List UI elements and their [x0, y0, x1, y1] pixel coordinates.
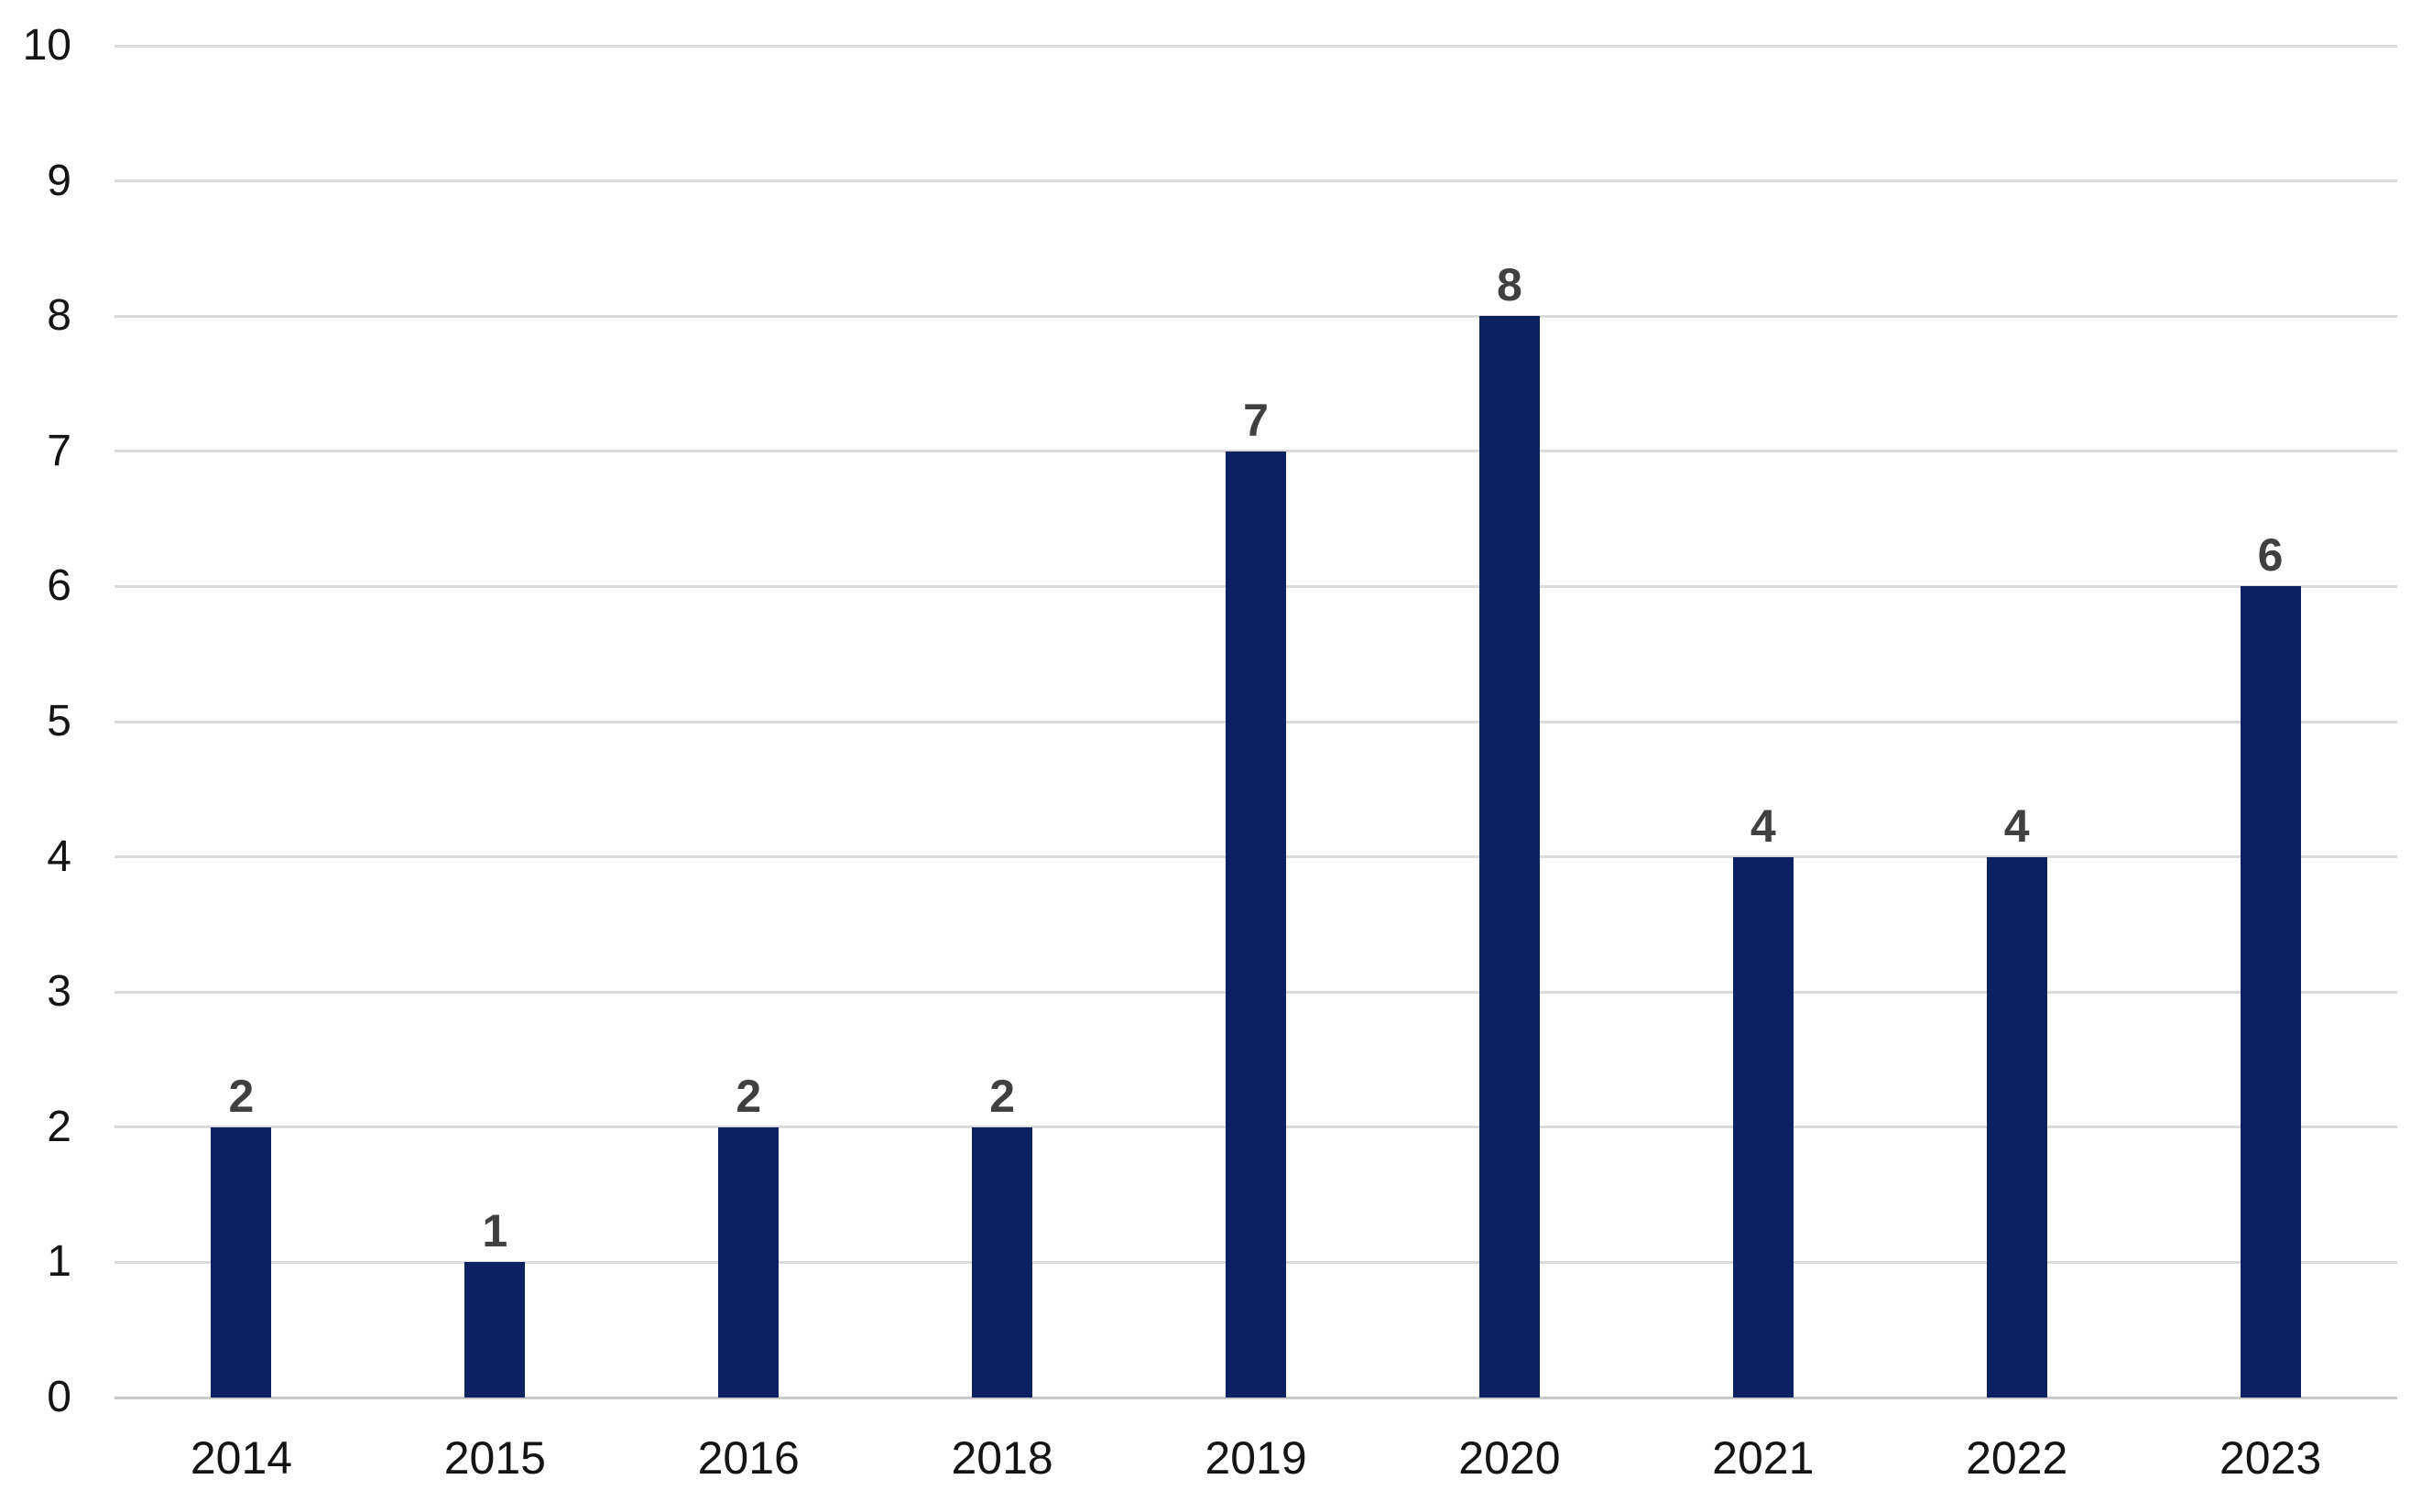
bar-slot-2016: 2: [622, 46, 876, 1398]
bar-value-label: 2: [228, 1070, 255, 1122]
bar-2022: [1986, 856, 2047, 1398]
x-axis-tick-label: 2023: [2219, 1432, 2322, 1484]
bar-2018: [972, 1126, 1033, 1398]
bar-2021: [1732, 856, 1794, 1398]
x-axis-tick-label: 2020: [1458, 1432, 1561, 1484]
bar-value-label: 2: [989, 1070, 1016, 1122]
gridline: [115, 179, 2397, 183]
y-axis-tick-label: 8: [47, 291, 71, 341]
bar-2015: [464, 1262, 526, 1398]
x-axis-tick-label: 2016: [697, 1432, 800, 1484]
bar-slot-2021: 4: [1636, 46, 1890, 1398]
bar-value-label: 8: [1496, 259, 1522, 311]
y-axis-tick-label: 3: [47, 967, 71, 1017]
y-axis-tick-label: 9: [47, 156, 71, 205]
bar-2014: [211, 1126, 272, 1398]
bar-value-label: 7: [1243, 394, 1269, 446]
y-axis-tick-label: 0: [47, 1373, 71, 1421]
y-axis-tick-label: 7: [47, 426, 71, 475]
x-axis-tick-label: 2015: [443, 1432, 546, 1484]
bar-series: 2 1 2 2 7 8 4 4 6: [115, 46, 2397, 1398]
bar-2016: [718, 1126, 780, 1398]
y-axis-tick-label: 6: [47, 561, 71, 611]
bar-slot-2015: 1: [368, 46, 622, 1398]
bar-value-label: 1: [482, 1205, 508, 1257]
bar-2020: [1478, 316, 1540, 1398]
x-axis-tick-label: 2018: [951, 1432, 1053, 1484]
x-axis: 2014 2015 2016 2018 2019 2020 2021 2022 2023: [115, 1429, 2397, 1488]
bar-2023: [2240, 586, 2301, 1398]
bar-value-label: 6: [2257, 529, 2284, 582]
bar-slot-2020: 8: [1382, 46, 1636, 1398]
y-axis-tick-label: 10: [22, 21, 71, 70]
bar-value-label: 4: [2003, 800, 2030, 852]
x-axis-tick-label: 2022: [1966, 1432, 2068, 1484]
bar-slot-2014: 2: [115, 46, 368, 1398]
x-axis-tick-label: 2014: [190, 1432, 293, 1484]
bar-slot-2018: 2: [876, 46, 1129, 1398]
x-axis-tick-label: 2021: [1712, 1432, 1815, 1484]
y-axis-tick-label: 4: [47, 832, 71, 881]
bar-slot-2019: 7: [1129, 46, 1383, 1398]
x-axis-tick-label: 2019: [1205, 1432, 1307, 1484]
bar-value-label: 4: [1750, 800, 1776, 852]
bar-value-label: 2: [736, 1070, 762, 1122]
gridline: [115, 44, 2397, 48]
bar-slot-2022: 4: [1890, 46, 2143, 1398]
y-axis-tick-label: 5: [47, 697, 71, 745]
bar-slot-2023: 6: [2143, 46, 2397, 1398]
gridline: [115, 314, 2397, 318]
x-axis-line: [115, 1396, 2397, 1399]
plot-area: 2 1 2 2 7 8 4 4 6: [115, 44, 2397, 1399]
y-axis-tick-label: 1: [47, 1237, 71, 1287]
bar-2019: [1226, 451, 1286, 1398]
y-axis-tick-label: 2: [47, 1102, 71, 1151]
